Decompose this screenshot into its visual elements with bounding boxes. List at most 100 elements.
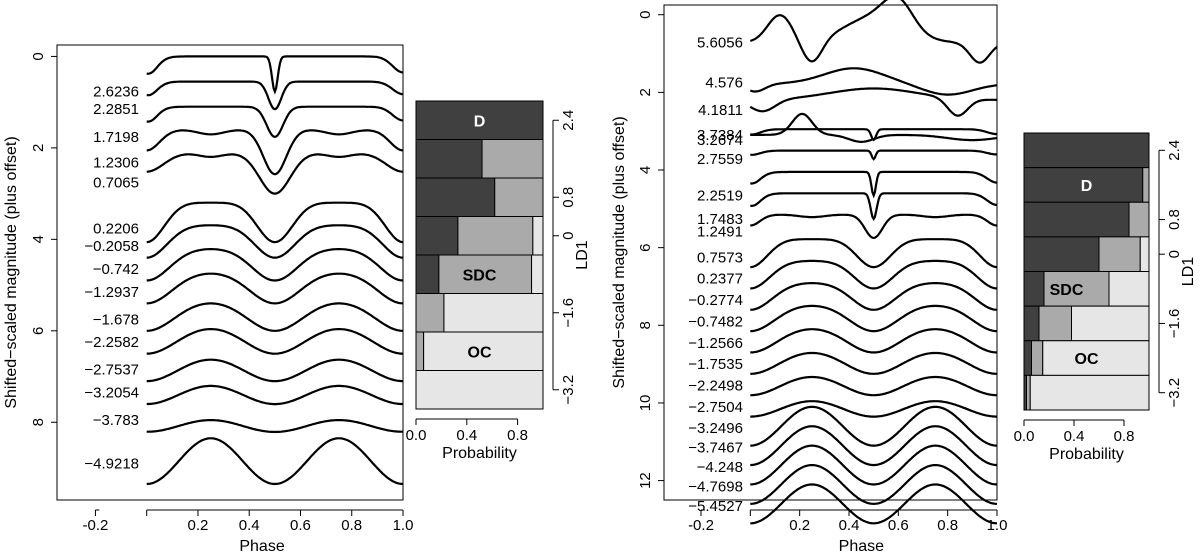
x-tick-label: 0.4 — [1064, 428, 1085, 445]
y-tick-label: 2 — [30, 144, 47, 152]
light-curve — [146, 272, 404, 305]
curve-label: −4.9218 — [84, 455, 139, 472]
light-curve — [750, 375, 997, 397]
light-curve — [146, 201, 404, 244]
curve-label: 1.7483 — [697, 211, 743, 228]
y-tick-label: 8 — [30, 418, 47, 426]
x-tick-label: 1.0 — [393, 517, 414, 534]
light-curve — [146, 437, 404, 486]
curve-label: −3.2496 — [688, 420, 743, 437]
curve-label: −2.2582 — [84, 334, 139, 351]
y-tick-label: 4 — [637, 166, 654, 174]
light-curve — [750, 304, 997, 333]
light-curve — [750, 444, 998, 486]
y-tick-label: 0 — [30, 52, 47, 60]
prob-bar-sdc — [1142, 167, 1150, 203]
prob-bar-sdc — [415, 331, 425, 371]
light-curve — [750, 192, 997, 222]
light-curve — [750, 425, 998, 467]
x-tick-label: -0.2 — [83, 517, 109, 534]
curve-label: 3.7384 — [697, 127, 743, 144]
curve-label: 4.576 — [705, 74, 743, 91]
prob-bar-oc — [531, 254, 544, 294]
prob-bar-oc — [532, 216, 544, 256]
y-axis-label: LD1 — [1180, 257, 1197, 286]
light-curve — [750, 213, 998, 240]
y-tick-label: 4 — [30, 235, 47, 243]
y-tick-label: 2 — [637, 88, 654, 96]
prob-bar-sdc — [1031, 340, 1044, 376]
class-label: SDC — [463, 267, 497, 284]
curve-label: −0.742 — [93, 261, 139, 278]
light-curve — [146, 384, 403, 406]
prob-bar-d — [415, 139, 483, 179]
x-tick-label: 0.0 — [406, 427, 427, 444]
plot-frame — [56, 44, 404, 501]
prob-bar-sdc — [1098, 236, 1141, 272]
curve-label: −4.248 — [697, 459, 743, 476]
prob-bar-sdc — [1038, 305, 1072, 342]
plot-frame — [663, 4, 998, 501]
curve-label: 2.2519 — [697, 187, 743, 204]
curve-label: 0.2377 — [697, 271, 743, 288]
y-tick-label: 0.8 — [560, 187, 577, 208]
prob-bar-d — [1023, 271, 1045, 307]
curve-label: 5.6056 — [697, 34, 743, 51]
x-tick-label: 0.8 — [507, 427, 528, 444]
lightcurve-panel-1: -0.2 0.2 0.4 0.6 0.8 1.0 Phase 0 2 4 6 8 Shifted−sca… — [3, 44, 414, 554]
y-tick-label: 6 — [30, 327, 47, 335]
light-curve — [146, 302, 403, 332]
x-tick-label: 0.4 — [239, 517, 260, 534]
curve-label: 0.2206 — [93, 220, 139, 237]
prob-bar-oc — [1071, 305, 1150, 342]
y-tick-label: 6 — [637, 243, 654, 251]
y-axis-label: LD1 — [574, 240, 591, 269]
curve-label: −1.7535 — [688, 356, 743, 373]
prob-bar-d — [1023, 201, 1130, 238]
prob-bar-sdc — [1128, 201, 1150, 238]
prob-bar-oc — [1108, 271, 1150, 307]
y-tick-label: −3.2 — [560, 375, 577, 405]
y-tick-label: 12 — [637, 472, 654, 489]
x-tick-label: 0.4 — [456, 427, 477, 444]
prob-bar-sdc — [438, 254, 533, 294]
curve-label: 1.2491 — [697, 224, 743, 241]
prob-bar-sdc — [415, 293, 445, 333]
light-curve — [750, 328, 998, 354]
light-curve — [146, 129, 404, 176]
curve-label: 2.2851 — [93, 101, 139, 118]
y-axis-label: Shifted−scaled magnitude (plus offset) — [611, 116, 628, 388]
light-curve — [750, 464, 998, 506]
prob-bar-d — [1023, 305, 1040, 342]
curve-label: 3.2674 — [697, 132, 743, 149]
curve-label: 2.7559 — [697, 151, 743, 168]
y-tick-label: 10 — [637, 395, 654, 412]
curve-label: −0.7482 — [688, 313, 743, 330]
prob-bar-oc — [1029, 374, 1150, 411]
prob-bar-d — [415, 216, 459, 256]
prob-bar-sdc — [457, 216, 534, 256]
x-tick-label: 0.8 — [341, 517, 362, 534]
prob-bar-d — [1023, 340, 1032, 376]
x-axis-label: Phase — [239, 538, 284, 554]
prob-bar-d — [415, 177, 496, 217]
prob-bar-sdc — [1026, 374, 1031, 411]
prob-bar-oc — [1139, 236, 1150, 272]
class-label: OC — [1075, 351, 1099, 368]
light-curve — [750, 259, 997, 290]
x-tick-label: 0.0 — [1014, 428, 1035, 445]
x-axis-label: Probability — [442, 445, 517, 462]
light-curve — [750, 483, 997, 525]
light-curve — [750, 405, 997, 447]
y-tick-label: 2.4 — [1166, 140, 1183, 161]
y-axis-label: Shifted−scaled magnitude (plus offset) — [3, 136, 20, 408]
light-curve — [750, 282, 998, 311]
prob-bar-d — [1023, 167, 1144, 203]
x-tick-label: 0.2 — [188, 517, 209, 534]
curve-label: −2.7504 — [688, 399, 743, 416]
class-label: D — [474, 113, 486, 130]
light-curve — [146, 105, 404, 139]
light-curve — [749, 67, 998, 96]
